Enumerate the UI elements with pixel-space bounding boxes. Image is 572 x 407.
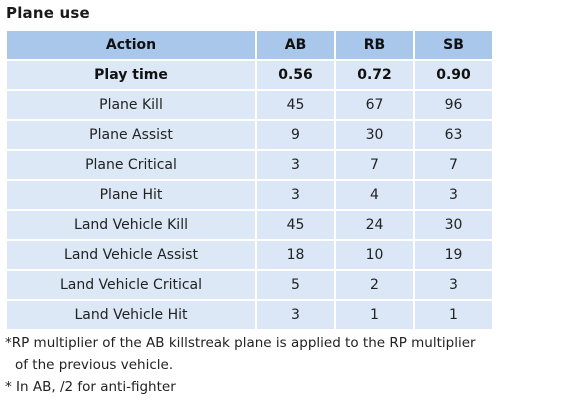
ab-cell: 5 — [257, 271, 334, 299]
action-cell: Plane Kill — [7, 91, 255, 119]
table-row: Play time 0.56 0.72 0.90 — [7, 61, 492, 89]
footnote-anti-fighter: * In AB, /2 for anti-fighter — [5, 379, 176, 395]
action-cell: Land Vehicle Hit — [7, 301, 255, 329]
column-header-rb: RB — [336, 31, 413, 59]
sb-cell: 30 — [415, 211, 492, 239]
footnote-rp-multiplier-continued: of the previous vehicle. — [15, 357, 174, 373]
table-row: Land Vehicle Assist 18 10 19 — [7, 241, 492, 269]
ab-cell: 0.56 — [257, 61, 334, 89]
action-cell: Play time — [7, 61, 255, 89]
table-header-row: Action AB RB SB — [7, 31, 492, 59]
table-row: Plane Assist 9 30 63 — [7, 121, 492, 149]
column-header-action: Action — [7, 31, 255, 59]
rb-cell: 67 — [336, 91, 413, 119]
rp-table: Action AB RB SB Play time 0.56 0.72 0.90… — [5, 29, 494, 331]
table-row: Land Vehicle Hit 3 1 1 — [7, 301, 492, 329]
action-cell: Plane Assist — [7, 121, 255, 149]
rb-cell: 30 — [336, 121, 413, 149]
sb-cell: 19 — [415, 241, 492, 269]
ab-cell: 18 — [257, 241, 334, 269]
sb-cell: 3 — [415, 181, 492, 209]
rb-cell: 1 — [336, 301, 413, 329]
table-row: Plane Kill 45 67 96 — [7, 91, 492, 119]
ab-cell: 3 — [257, 301, 334, 329]
rb-cell: 2 — [336, 271, 413, 299]
action-cell: Plane Hit — [7, 181, 255, 209]
rb-cell: 7 — [336, 151, 413, 179]
action-cell: Land Vehicle Critical — [7, 271, 255, 299]
table-row: Land Vehicle Kill 45 24 30 — [7, 211, 492, 239]
sb-cell: 0.90 — [415, 61, 492, 89]
footnote-rp-multiplier: *RP multiplier of the AB killstreak plan… — [5, 335, 476, 351]
ab-cell: 3 — [257, 181, 334, 209]
table-row: Plane Hit 3 4 3 — [7, 181, 492, 209]
footnotes: *RP multiplier of the AB killstreak plan… — [5, 332, 565, 398]
page-title: Plane use — [6, 4, 90, 22]
action-cell: Land Vehicle Kill — [7, 211, 255, 239]
ab-cell: 45 — [257, 211, 334, 239]
sb-cell: 3 — [415, 271, 492, 299]
sb-cell: 63 — [415, 121, 492, 149]
rb-cell: 10 — [336, 241, 413, 269]
column-header-sb: SB — [415, 31, 492, 59]
table-row: Plane Critical 3 7 7 — [7, 151, 492, 179]
sb-cell: 96 — [415, 91, 492, 119]
ab-cell: 9 — [257, 121, 334, 149]
column-header-ab: AB — [257, 31, 334, 59]
sb-cell: 7 — [415, 151, 492, 179]
action-cell: Land Vehicle Assist — [7, 241, 255, 269]
sb-cell: 1 — [415, 301, 492, 329]
rb-cell: 0.72 — [336, 61, 413, 89]
rb-cell: 24 — [336, 211, 413, 239]
ab-cell: 45 — [257, 91, 334, 119]
rb-cell: 4 — [336, 181, 413, 209]
ab-cell: 3 — [257, 151, 334, 179]
table-row: Land Vehicle Critical 5 2 3 — [7, 271, 492, 299]
action-cell: Plane Critical — [7, 151, 255, 179]
